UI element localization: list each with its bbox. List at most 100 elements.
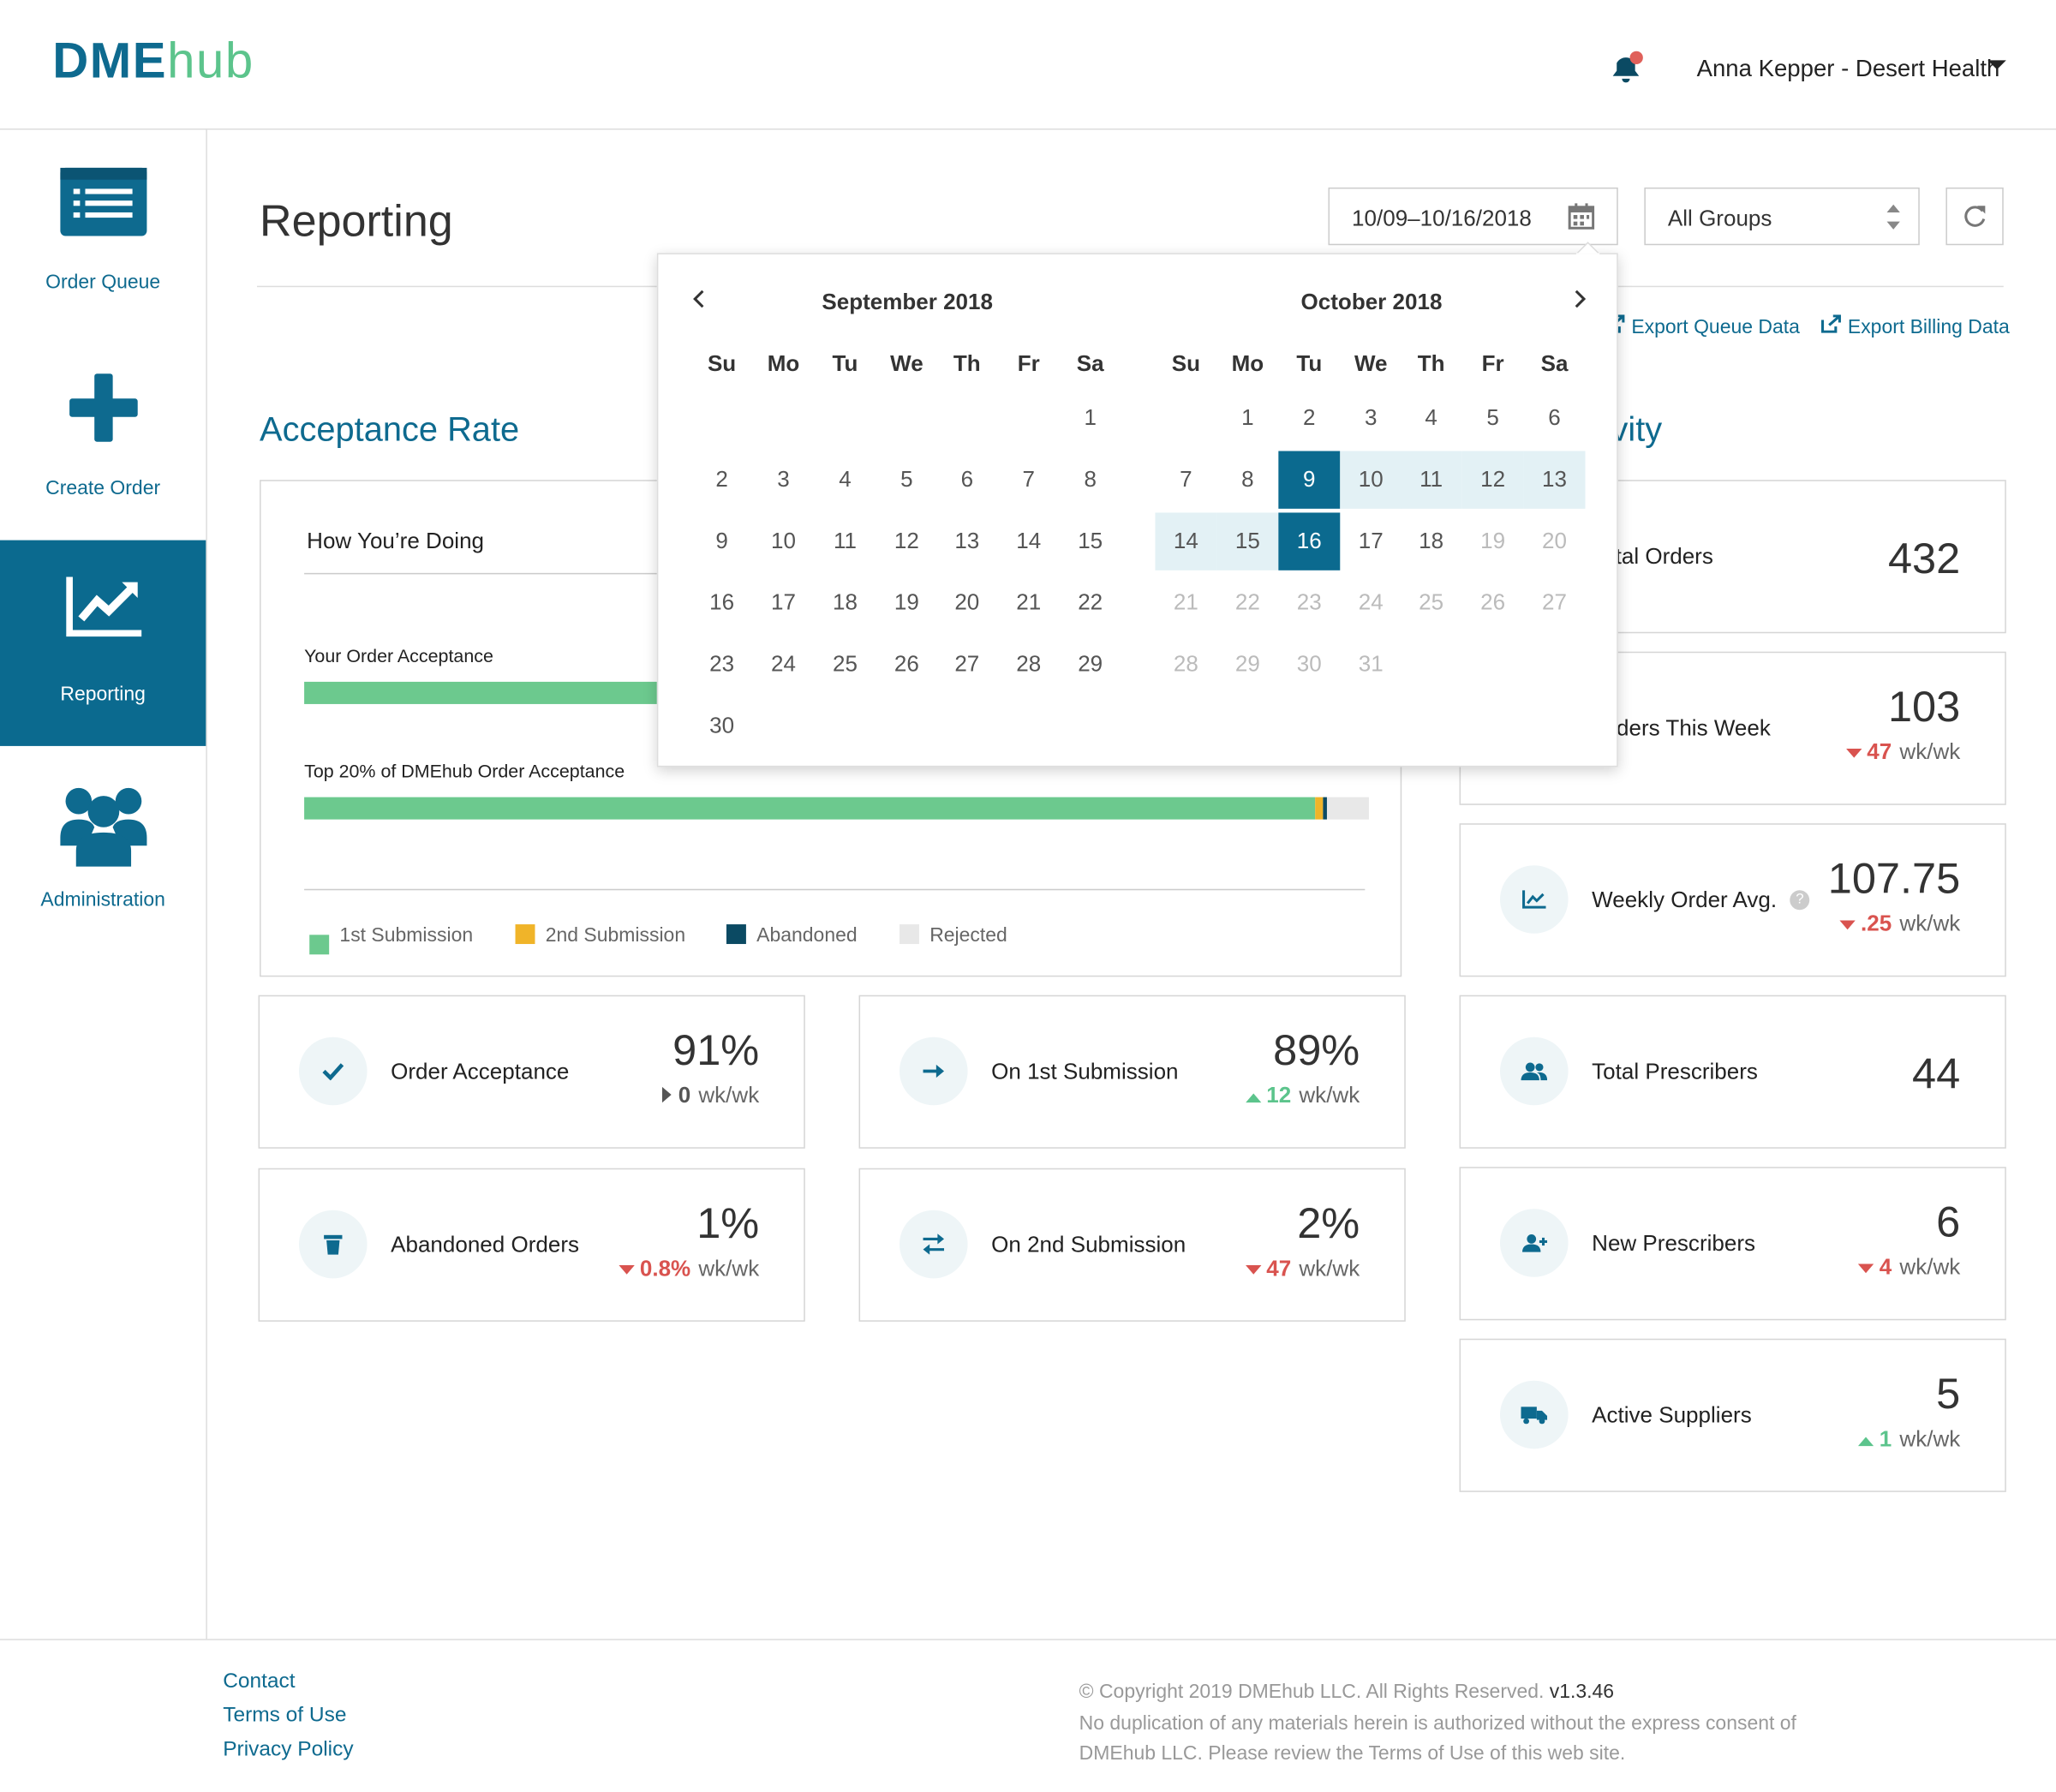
day[interactable]: 19 — [894, 589, 919, 615]
day[interactable]: 26 — [894, 651, 919, 677]
day[interactable]: 13 — [1523, 451, 1586, 509]
day[interactable]: 24 — [1358, 589, 1384, 615]
logo[interactable]: DMEhub — [52, 34, 254, 91]
day[interactable]: 11 — [1400, 451, 1462, 509]
day[interactable]: 28 — [1173, 651, 1198, 677]
card-label: Active Suppliers — [1592, 1340, 1752, 1490]
page-title: Reporting — [260, 196, 453, 247]
day[interactable]: 17 — [771, 589, 797, 615]
card-value: 103 — [1887, 681, 1961, 731]
day[interactable]: 16 — [709, 589, 735, 615]
day[interactable]: 26 — [1480, 589, 1506, 615]
day[interactable]: 5 — [1486, 404, 1499, 431]
day[interactable]: 8 — [1241, 466, 1254, 492]
day[interactable]: 18 — [832, 589, 858, 615]
day[interactable]: 19 — [1480, 528, 1506, 553]
footer-link[interactable]: Privacy Policy — [223, 1738, 354, 1761]
user-menu[interactable]: Anna Kepper - Desert Health — [1696, 55, 2000, 81]
card-value: 5 — [1936, 1368, 1961, 1418]
trend-arrow — [1858, 1426, 1874, 1451]
day[interactable]: 14 — [1155, 512, 1217, 570]
day[interactable]: 31 — [1358, 651, 1384, 677]
day[interactable]: 9 — [1278, 451, 1341, 509]
day[interactable]: 21 — [1016, 589, 1042, 615]
change-unit: wk/wk — [1299, 1256, 1360, 1281]
day[interactable]: 12 — [1461, 451, 1524, 509]
day[interactable]: 25 — [1419, 589, 1444, 615]
day[interactable]: 1 — [1084, 404, 1097, 431]
day[interactable]: 6 — [960, 466, 974, 492]
day[interactable]: 4 — [839, 466, 852, 492]
day[interactable]: 3 — [1364, 404, 1378, 431]
group-select[interactable]: All Groups — [1644, 187, 1920, 246]
day[interactable]: 7 — [1180, 466, 1192, 492]
day[interactable]: 13 — [954, 528, 980, 553]
day[interactable]: 16 — [1278, 512, 1341, 570]
day[interactable]: 10 — [1340, 451, 1402, 509]
day[interactable]: 29 — [1234, 651, 1260, 677]
label-text: New Prescribers — [1592, 1230, 1756, 1256]
link-text: Export Billing Data — [1847, 315, 2010, 338]
day[interactable]: 18 — [1419, 528, 1444, 553]
nav-item[interactable]: Reporting — [0, 540, 206, 746]
export-billing-link[interactable]: Export Billing Data — [1821, 314, 2010, 338]
day[interactable]: 1 — [1241, 404, 1254, 431]
card-value: 432 — [1887, 533, 1961, 582]
day[interactable]: 6 — [1548, 404, 1561, 431]
day[interactable]: 30 — [1296, 651, 1322, 677]
nav-item[interactable]: Create Order — [0, 334, 206, 540]
day[interactable]: 17 — [1358, 528, 1384, 553]
day[interactable]: 15 — [1078, 528, 1103, 553]
caret[interactable] — [1987, 57, 2007, 73]
day[interactable]: 4 — [1425, 404, 1437, 431]
card-icon — [298, 1210, 368, 1279]
export-queue-link[interactable]: Export Queue Data — [1605, 314, 1800, 338]
date-input[interactable]: 10/09–10/16/2018 — [1328, 187, 1618, 246]
day[interactable]: 2 — [715, 466, 728, 492]
day[interactable]: 27 — [954, 651, 980, 677]
day[interactable]: 23 — [1296, 589, 1322, 615]
day[interactable]: 22 — [1078, 589, 1103, 615]
weekday: We — [890, 351, 923, 377]
stat-card: Active Suppliers 5 1 wk/wk — [1459, 1338, 2006, 1492]
day[interactable]: 8 — [1084, 466, 1097, 492]
day[interactable]: 23 — [709, 651, 735, 677]
prev-month[interactable] — [690, 289, 708, 309]
export-icon — [1821, 314, 1841, 333]
weekday: Sa — [1076, 351, 1104, 377]
footer-link[interactable]: Contact — [223, 1670, 296, 1693]
day[interactable]: 25 — [832, 651, 858, 677]
day[interactable]: 10 — [771, 528, 797, 553]
legend-label: Abandoned — [756, 924, 858, 947]
nav-item[interactable]: Administration — [0, 746, 206, 952]
day[interactable]: 12 — [894, 528, 919, 553]
day[interactable]: 20 — [1542, 528, 1567, 553]
day[interactable]: 20 — [954, 589, 980, 615]
bell-icon[interactable] — [1608, 47, 1647, 87]
footer-link[interactable]: Terms of Use — [223, 1704, 347, 1727]
day[interactable]: 14 — [1016, 528, 1042, 553]
next-month[interactable] — [1571, 289, 1589, 309]
day[interactable]: 21 — [1173, 589, 1198, 615]
day[interactable]: 30 — [709, 713, 735, 738]
day[interactable]: 29 — [1078, 651, 1103, 677]
day[interactable]: 27 — [1542, 589, 1567, 615]
day[interactable]: 28 — [1016, 651, 1042, 677]
day[interactable]: 2 — [1303, 404, 1316, 431]
help-icon[interactable]: ? — [1790, 890, 1810, 911]
day[interactable]: 11 — [833, 528, 857, 553]
day[interactable]: 5 — [900, 466, 913, 492]
day[interactable]: 24 — [771, 651, 797, 677]
weekday: Fr — [1017, 351, 1040, 377]
trend-arrow — [662, 1083, 672, 1108]
card-change: .25 wk/wk — [1839, 911, 1960, 938]
day[interactable]: 3 — [777, 466, 790, 492]
day[interactable]: 15 — [1216, 512, 1279, 570]
refresh-button[interactable] — [1945, 187, 2004, 246]
nav-item[interactable]: Order Queue — [0, 128, 206, 334]
day[interactable]: 22 — [1234, 589, 1260, 615]
day[interactable]: 9 — [715, 528, 728, 553]
notice: No duplication of any materials herein i… — [1079, 1711, 1796, 1765]
day[interactable]: 7 — [1022, 466, 1036, 492]
